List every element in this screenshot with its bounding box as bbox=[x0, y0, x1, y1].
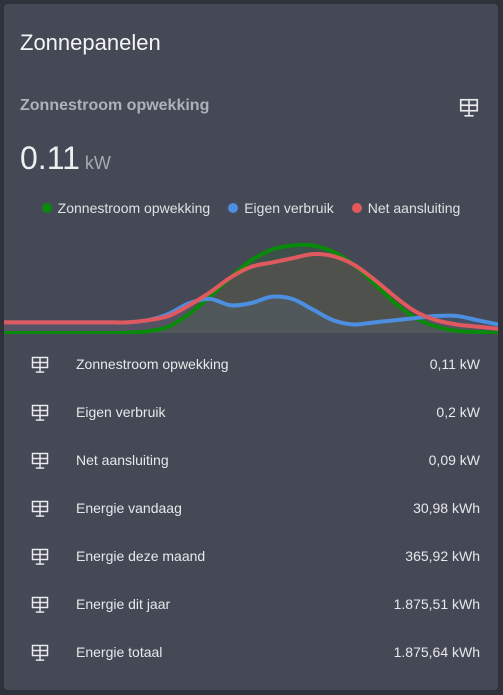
solar-panel-icon bbox=[31, 452, 49, 469]
entity-label: Zonnestroom opwekking bbox=[76, 356, 229, 372]
legend-item-net-aansluiting[interactable]: Net aansluiting bbox=[351, 200, 461, 216]
history-graph[interactable] bbox=[4, 229, 498, 334]
entity-row[interactable]: Net aansluiting 0,09 kW bbox=[4, 438, 498, 486]
legend-item-eigen-verbruik[interactable]: Eigen verbruik bbox=[228, 200, 334, 216]
series-net-aansluiting-line bbox=[4, 251, 498, 331]
entity-label: Energie totaal bbox=[76, 644, 163, 660]
entity-value: 0,09 kW bbox=[428, 452, 480, 468]
entity-value: 365,92 kWh bbox=[405, 548, 480, 564]
solar-panel-icon bbox=[31, 548, 49, 565]
legend-label: Net aansluiting bbox=[367, 200, 461, 216]
legend-dot bbox=[351, 203, 362, 213]
entity-row[interactable]: Energie dit jaar 1.875,51 kWh bbox=[4, 582, 498, 630]
entity-label: Eigen verbruik bbox=[76, 404, 166, 420]
legend-label: Eigen verbruik bbox=[244, 200, 334, 216]
entity-value: 1.875,64 kWh bbox=[393, 644, 480, 660]
entity-label: Energie deze maand bbox=[76, 548, 206, 564]
entity-value: 0,11 kW bbox=[429, 356, 480, 372]
entity-label: Net aansluiting bbox=[76, 452, 169, 468]
entity-value: 1.875,51 kWh bbox=[393, 596, 480, 612]
chart-legend: Zonnestroom opwekking Eigen verbruik Net… bbox=[4, 200, 498, 216]
entity-value: 0,2 kW bbox=[436, 404, 480, 420]
legend-dot bbox=[41, 203, 52, 213]
solar-panel-icon bbox=[31, 644, 49, 661]
value-unit: kW bbox=[84, 153, 111, 173]
solar-panel-icon[interactable] bbox=[458, 97, 480, 119]
series-net-aansluiting-area bbox=[4, 253, 498, 333]
entity-row[interactable]: Energie totaal 1.875,64 kWh bbox=[4, 630, 498, 678]
series-opwekking-area bbox=[4, 244, 498, 334]
legend-item-opwekking[interactable]: Zonnestroom opwekking bbox=[41, 200, 211, 216]
entity-row[interactable]: Eigen verbruik 0,2 kW bbox=[4, 390, 498, 438]
solar-panel-icon bbox=[31, 500, 49, 517]
entity-row[interactable]: Energie deze maand 365,92 kWh bbox=[4, 534, 498, 582]
entity-row[interactable]: Zonnestroom opwekking 0,11 kW bbox=[4, 342, 498, 390]
solar-card: Zonnepanelen Zonnestroom opwekking 0.11 k… bbox=[4, 4, 498, 690]
entity-list: Zonnestroom opwekking 0,11 kW Eigen verbru… bbox=[4, 342, 498, 678]
current-value[interactable]: 0.11 kW bbox=[20, 140, 111, 177]
value-number: 0.11 bbox=[20, 140, 80, 176]
legend-dot bbox=[228, 203, 239, 213]
solar-panel-icon bbox=[31, 356, 49, 373]
solar-panel-icon bbox=[31, 596, 49, 613]
legend-label: Zonnestroom opwekking bbox=[57, 200, 211, 216]
solar-panel-icon bbox=[31, 404, 49, 421]
entity-label: Energie vandaag bbox=[76, 500, 182, 516]
card-title: Zonnepanelen bbox=[20, 30, 161, 55]
entity-value: 30,98 kWh bbox=[413, 500, 480, 516]
sensor-name[interactable]: Zonnestroom opwekking bbox=[20, 97, 210, 114]
entity-label: Energie dit jaar bbox=[76, 596, 171, 612]
entity-row[interactable]: Energie vandaag 30,98 kWh bbox=[4, 486, 498, 534]
